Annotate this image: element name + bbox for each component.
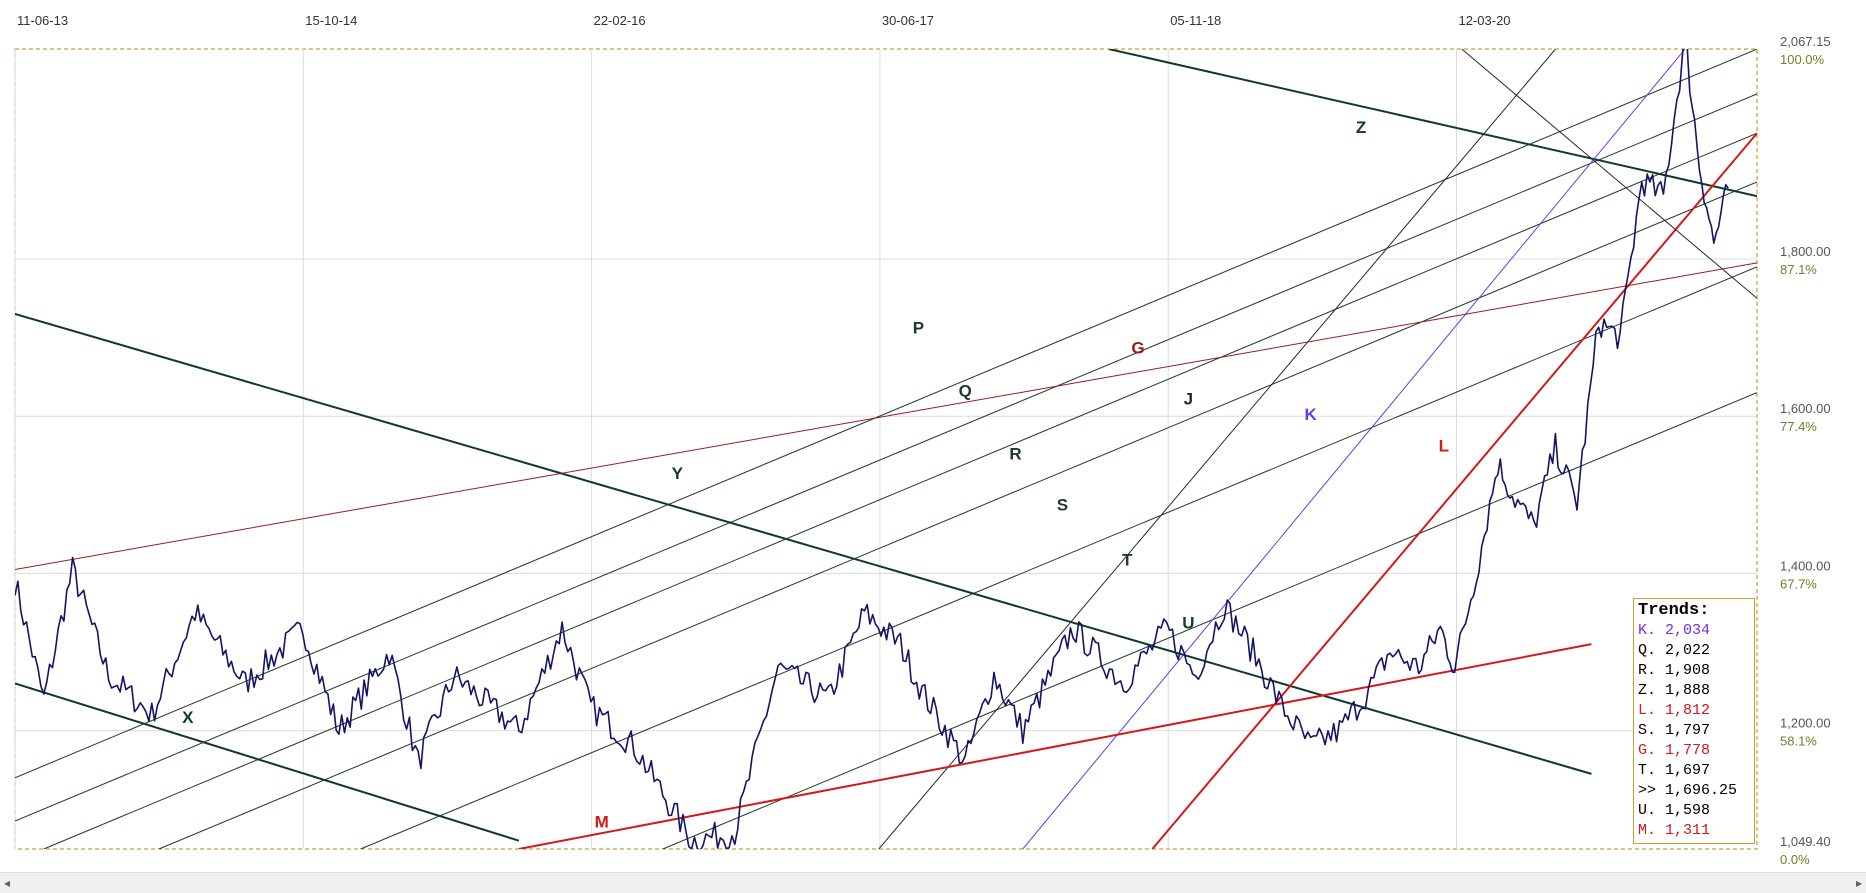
trendline-label-p: P bbox=[913, 319, 924, 338]
legend-item-s: S. 1,797 bbox=[1638, 722, 1711, 739]
legend-item-r: R. 1,908 bbox=[1638, 662, 1711, 679]
trendline-u bbox=[662, 392, 1757, 849]
x-tick-label: 12-03-20 bbox=[1459, 13, 1511, 28]
y-tick-label: 1,200.00 bbox=[1780, 716, 1831, 731]
trendline-k bbox=[1022, 49, 1686, 849]
trendline-labels: X Y Z P Q R S T U J K L G M bbox=[182, 118, 1449, 831]
plot-area bbox=[14, 48, 1758, 850]
x-tick-label: 05-11-18 bbox=[1170, 13, 1221, 28]
horizontal-scrollbar[interactable]: ◂ ▸ bbox=[0, 872, 1866, 893]
legend-item-l: L. 1,812 bbox=[1638, 702, 1711, 719]
legend-item-current: >> 1,696.25 bbox=[1638, 782, 1738, 799]
y-tick-label: 1,800.00 bbox=[1780, 244, 1831, 259]
trendline-z bbox=[1108, 49, 1757, 198]
y-tick-label: 2,067.15 bbox=[1780, 34, 1831, 49]
x-tick-label: 11-06-13 bbox=[17, 13, 68, 28]
y-tick-percent: 77.4% bbox=[1780, 419, 1817, 434]
y-tick-percent: 100.0% bbox=[1780, 52, 1825, 67]
y-tick-percent: 87.1% bbox=[1780, 262, 1817, 277]
trendline-q bbox=[15, 93, 1757, 822]
legend-title: Trends: bbox=[1638, 601, 1710, 620]
scroll-right-arrow-icon[interactable]: ▸ bbox=[1855, 876, 1862, 890]
trendline-label-m: M bbox=[595, 812, 609, 831]
trendline-label-j: J bbox=[1184, 389, 1193, 408]
y-tick-percent: 67.7% bbox=[1780, 576, 1817, 591]
trendline-label-r: R bbox=[1009, 444, 1021, 463]
trendline-m bbox=[518, 643, 1592, 849]
trendline-label-x: X bbox=[182, 708, 194, 727]
legend-item-q: Q. 2,022 bbox=[1638, 642, 1711, 659]
y-tick-percent: 58.1% bbox=[1780, 734, 1817, 749]
y-axis-ticks: 2,067.15 100.0% 1,800.00 87.1% 1,600.00 77.4%… bbox=[1780, 34, 1831, 867]
trendline-unlabeled bbox=[1461, 49, 1757, 299]
y-tick-label: 1,049.40 bbox=[1780, 834, 1831, 849]
trendline-label-k: K bbox=[1305, 405, 1318, 424]
trendline-label-s: S bbox=[1057, 496, 1068, 515]
trendline-l bbox=[1151, 132, 1757, 849]
y-tick-label: 1,600.00 bbox=[1780, 401, 1831, 416]
x-tick-label: 22-02-16 bbox=[594, 13, 646, 28]
trendline-label-g: G bbox=[1131, 338, 1144, 357]
price-line bbox=[15, 49, 1729, 849]
legend-item-k: K. 2,034 bbox=[1638, 622, 1711, 639]
trendline-y bbox=[15, 313, 1592, 775]
trendline-label-u: U bbox=[1182, 613, 1194, 632]
x-axis-ticks: 11-06-13 15-10-14 22-02-16 30-06-17 05-11-18… bbox=[17, 13, 1511, 28]
scroll-left-arrow-icon[interactable]: ◂ bbox=[4, 876, 11, 890]
legend-item-g: G. 1,778 bbox=[1638, 742, 1711, 759]
grid-lines bbox=[14, 49, 1757, 849]
trendline-s bbox=[158, 181, 1757, 849]
trendlines bbox=[15, 49, 1757, 849]
trends-legend: Trends: K. 2,034 Q. 2,022 R. 1,908 Z. 1,… bbox=[1633, 598, 1755, 844]
trendline-label-q: Q bbox=[959, 382, 972, 401]
trendline-j bbox=[878, 49, 1556, 849]
trendline-g bbox=[15, 262, 1757, 570]
trendline-t bbox=[360, 266, 1757, 849]
y-tick-label: 1,400.00 bbox=[1780, 558, 1831, 573]
y-tick-percent: 0.0% bbox=[1780, 852, 1810, 867]
trendline-label-t: T bbox=[1122, 551, 1133, 570]
legend-item-t: T. 1,697 bbox=[1638, 762, 1711, 779]
trendline-label-l: L bbox=[1439, 437, 1449, 456]
trendline-p bbox=[15, 49, 1757, 779]
trendline-label-y: Y bbox=[672, 464, 684, 483]
trendline-label-z: Z bbox=[1356, 118, 1366, 137]
trendline-r bbox=[43, 132, 1757, 849]
price-series bbox=[15, 49, 1729, 849]
trendline-x bbox=[15, 682, 520, 842]
x-tick-label: 15-10-14 bbox=[305, 13, 357, 28]
legend-item-m: M. 1,311 bbox=[1638, 822, 1711, 839]
legend-item-u: U. 1,598 bbox=[1638, 802, 1711, 819]
legend-item-z: Z. 1,888 bbox=[1638, 682, 1711, 699]
x-tick-label: 30-06-17 bbox=[882, 13, 934, 28]
